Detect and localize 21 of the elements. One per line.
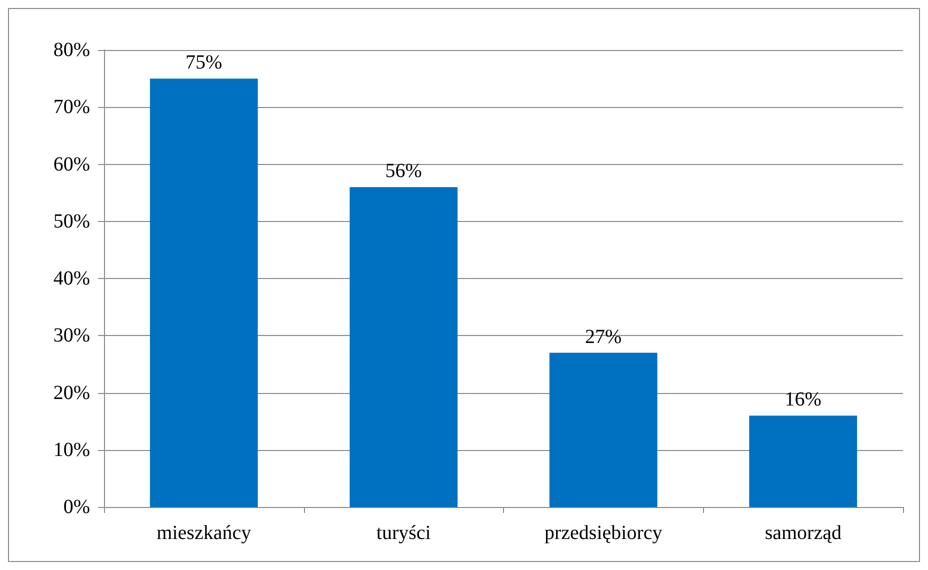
data-label: 16% [784, 388, 822, 411]
data-label: 27% [585, 326, 622, 348]
y-tick-label: 40% [53, 268, 90, 290]
y-tick-label: 60% [53, 153, 90, 176]
bar [749, 416, 858, 507]
x-tick-label: turyści [376, 522, 432, 544]
y-tick-label: 70% [53, 96, 90, 118]
bar [549, 352, 658, 507]
x-tick-label: mieszkańcy [156, 522, 252, 544]
y-tick-label: 10% [53, 438, 90, 461]
data-label: 75% [186, 52, 222, 74]
bar [150, 78, 258, 507]
y-tick-label: 0% [63, 496, 90, 518]
x-tick-label: samorząd [764, 522, 842, 544]
y-tick-label: 80% [53, 39, 90, 61]
y-tick-label: 30% [53, 324, 90, 347]
data-label: 56% [385, 160, 422, 182]
bar [350, 187, 458, 507]
y-tick-label: 20% [53, 382, 90, 404]
y-tick-label: 50% [53, 210, 90, 232]
x-tick-label: przedsiębiorcy [544, 522, 662, 544]
